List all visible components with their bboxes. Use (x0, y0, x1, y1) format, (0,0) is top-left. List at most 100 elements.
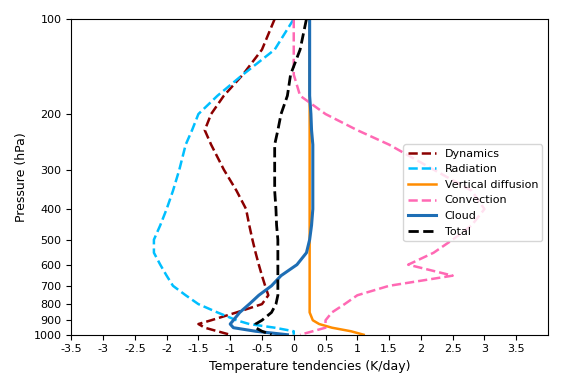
Radiation (157, 223, 164, 227)
Cloud (227, 322, 234, 326)
Total (275, 250, 282, 255)
Convection (322, 112, 329, 116)
Y-axis label: Pressure (hPa): Pressure (hPa) (15, 132, 28, 222)
Radiation (157, 262, 164, 267)
Radiation (291, 333, 297, 337)
Cloud (230, 326, 236, 330)
Convection (468, 223, 475, 227)
Total (268, 333, 275, 337)
Vertical diffusion (316, 322, 323, 326)
Cloud (256, 293, 262, 298)
Cloud (246, 302, 253, 307)
Line: Vertical diffusion: Vertical diffusion (310, 19, 364, 335)
Radiation (271, 47, 278, 52)
Dynamics (227, 333, 234, 337)
Radiation (182, 142, 189, 147)
Cloud (310, 142, 316, 147)
Vertical diffusion (306, 250, 313, 255)
Total (275, 284, 282, 288)
Convection (322, 322, 329, 326)
Radiation (163, 273, 170, 278)
Vertical diffusion (306, 302, 313, 307)
Dynamics (202, 326, 208, 330)
Vertical diffusion (306, 293, 313, 298)
Dynamics (239, 72, 246, 77)
Total (271, 142, 278, 147)
Legend: Dynamics, Radiation, Vertical diffusion, Convection, Cloud, Total: Dynamics, Radiation, Vertical diffusion,… (403, 144, 542, 241)
Total (271, 167, 278, 172)
Radiation (150, 250, 157, 255)
Total (297, 47, 303, 52)
Convection (291, 72, 297, 77)
Cloud (236, 310, 243, 315)
Dynamics (258, 47, 265, 52)
Dynamics (208, 112, 215, 116)
Dynamics (265, 293, 272, 298)
Radiation (246, 322, 253, 326)
Vertical diffusion (360, 333, 367, 337)
Total (268, 310, 275, 315)
Total (275, 293, 282, 298)
Dynamics (221, 167, 227, 172)
Cloud (310, 207, 316, 211)
Cloud (284, 333, 291, 337)
Convection (328, 310, 335, 315)
Cloud (306, 237, 313, 242)
Convection (310, 329, 316, 334)
X-axis label: Temperature tendencies (K/day): Temperature tendencies (K/day) (209, 360, 410, 373)
Total (271, 189, 278, 193)
Radiation (195, 302, 202, 307)
Cloud (308, 223, 315, 227)
Vertical diffusion (306, 223, 313, 227)
Convection (386, 142, 392, 147)
Convection (405, 262, 412, 267)
Line: Convection: Convection (294, 19, 484, 335)
Radiation (182, 293, 189, 298)
Convection (291, 17, 297, 21)
Total (272, 207, 279, 211)
Total (252, 322, 259, 326)
Total (287, 72, 294, 77)
Cloud (310, 189, 316, 193)
Total (275, 237, 282, 242)
Convection (297, 333, 303, 337)
Convection (430, 250, 437, 255)
Vertical diffusion (306, 47, 313, 52)
Radiation (150, 237, 157, 242)
Vertical diffusion (306, 17, 313, 21)
Cloud (230, 318, 236, 322)
Vertical diffusion (306, 112, 313, 116)
Radiation (169, 189, 176, 193)
Total (258, 329, 265, 334)
Total (275, 128, 282, 133)
Radiation (176, 167, 183, 172)
Radiation (271, 326, 278, 330)
Total (252, 326, 259, 330)
Dynamics (271, 17, 278, 21)
Radiation (214, 310, 221, 315)
Cloud (252, 329, 259, 334)
Cloud (268, 284, 275, 288)
Vertical diffusion (310, 318, 316, 322)
Convection (341, 302, 348, 307)
Radiation (195, 112, 202, 116)
Total (278, 112, 284, 116)
Dynamics (246, 223, 253, 227)
Convection (322, 326, 329, 330)
Cloud (278, 273, 284, 278)
Radiation (163, 207, 170, 211)
Line: Radiation: Radiation (154, 19, 294, 335)
Total (273, 223, 280, 227)
Cloud (310, 167, 316, 172)
Cloud (306, 94, 313, 98)
Vertical diffusion (306, 167, 313, 172)
Dynamics (208, 142, 215, 147)
Total (258, 318, 265, 322)
Line: Dynamics: Dynamics (198, 19, 275, 335)
Dynamics (258, 273, 265, 278)
Dynamics (233, 189, 240, 193)
Convection (449, 273, 456, 278)
Dynamics (256, 262, 262, 267)
Total (275, 262, 282, 267)
Radiation (189, 128, 195, 133)
